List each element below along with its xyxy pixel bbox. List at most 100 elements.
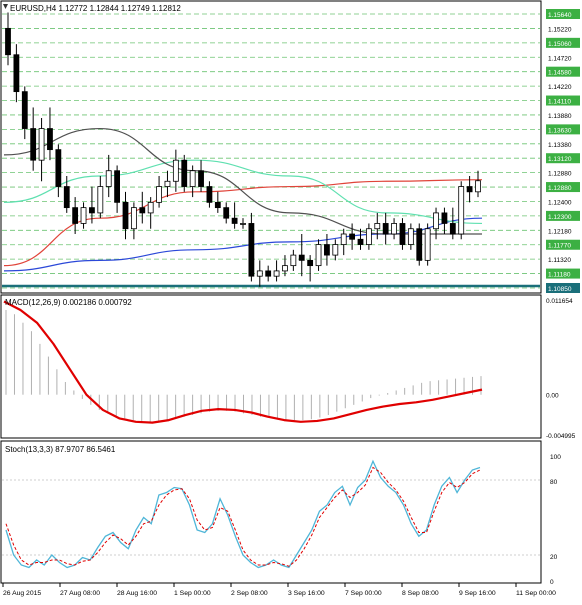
price-axis-label: 1.11770 (548, 243, 571, 250)
candle-body (357, 238, 364, 245)
price-axis-label: 1.14580 (548, 70, 572, 77)
candle-body (365, 228, 372, 245)
candle-body (189, 170, 196, 187)
candle-body (5, 27, 11, 56)
candle-body (349, 233, 356, 240)
price-axis-label: 1.10850 (548, 286, 572, 293)
candle-body (240, 223, 246, 225)
price-label-box (546, 124, 580, 135)
candle-body (273, 270, 280, 277)
price-axis-label: 1.12400 (548, 199, 572, 206)
candle-body (231, 217, 238, 224)
price-label-box (546, 95, 580, 106)
time-axis-label: 26 Aug 2015 (3, 590, 41, 597)
candle-body (374, 223, 381, 230)
price-label-box (546, 37, 580, 48)
price-label-box (546, 239, 580, 250)
candle-body (172, 159, 179, 182)
price-label-box (546, 210, 580, 221)
macd-panel[interactable] (0, 294, 542, 439)
candle-body (156, 186, 162, 203)
candle-body (80, 207, 87, 224)
price-axis-label: 1.15220 (548, 26, 572, 33)
price-label-box (546, 182, 580, 193)
candle-body (105, 170, 112, 187)
price-axis-label: 1.14720 (548, 55, 572, 62)
time-axis-label: 9 Sep 16:00 (459, 590, 496, 597)
price-axis-label: 1.15640 (548, 12, 572, 19)
price-axis-label: 1.13630 (548, 127, 572, 134)
candle-body (282, 265, 288, 272)
time-axis-label: 27 Aug 08:00 (60, 590, 100, 597)
price-label-box (546, 268, 580, 279)
macd-signal-line (3, 300, 483, 424)
candle-body (72, 207, 79, 224)
candle-body (206, 186, 213, 203)
candle-body (265, 270, 272, 277)
candle-body (399, 223, 406, 245)
candle-body (181, 159, 188, 187)
candle-body (214, 201, 221, 209)
time-axis-label: 1 Sep 00:00 (174, 590, 211, 597)
candle-body (407, 228, 414, 245)
stochastic-indicator (2, 459, 540, 569)
candle-body (139, 207, 146, 214)
candle-body (97, 186, 104, 214)
stoch-axis-label: 100 (550, 454, 561, 461)
price-axis-label: 1.11320 (548, 257, 571, 264)
stoch-line (5, 459, 481, 569)
candle-body (458, 186, 465, 235)
candle-body (198, 170, 204, 187)
candle-body (332, 244, 339, 256)
time-axis-label: 2 Sep 08:00 (231, 590, 268, 597)
price-axis-label: 1.14220 (548, 84, 572, 91)
candle-body (466, 186, 473, 193)
time-axis-label: 28 Aug 16:00 (117, 590, 157, 597)
stoch-axis-label: 80 (550, 479, 558, 486)
macd-axis-label: -0.004995 (546, 433, 576, 440)
price-axis-label: 1.11180 (548, 272, 571, 279)
candle-body (424, 228, 431, 261)
candle-body (290, 254, 297, 267)
macd-axis-label: 0.011654 (546, 298, 573, 305)
stoch-line (5, 466, 481, 567)
candle-body (122, 201, 129, 230)
candle-body (147, 201, 154, 214)
candle-body (475, 180, 481, 193)
price-axis-label: 1.13120 (548, 156, 572, 163)
stoch-label: Stoch(13,3,3) 87.9707 86.5461 (5, 445, 116, 454)
candle-body (433, 212, 439, 230)
macd-indicator (3, 300, 483, 424)
time-axis-label: 3 Sep 16:00 (288, 590, 325, 597)
candle-body (21, 91, 28, 129)
price-axis-label: 1.12880 (548, 185, 572, 192)
symbol-header: EURUSD,H4 1.12772 1.12844 1.12749 1.1281… (10, 4, 181, 13)
candle-body (248, 223, 255, 277)
axes: 1.15640 1.15220 1.15060 1.14720 1.14580 1.142… (2, 9, 580, 597)
time-axis-label: 7 Sep 00:00 (345, 590, 382, 597)
candle-body (382, 223, 389, 235)
moving-average-line (3, 179, 483, 267)
price-axis-label: 1.15060 (548, 41, 572, 48)
price-panel[interactable] (0, 0, 542, 294)
candle-body (130, 207, 137, 230)
stoch-axis-label: 20 (550, 554, 558, 561)
candle-body (55, 149, 62, 187)
stoch-axis-label: 0 (550, 579, 554, 586)
candle-body (340, 233, 347, 245)
macd-axis-label: 0.00 (546, 393, 559, 400)
candle-body (47, 128, 53, 151)
candle-body (307, 259, 314, 267)
expand-arrow-icon[interactable] (3, 4, 8, 9)
candle-body (13, 54, 20, 93)
moving-average-line (3, 159, 483, 225)
candle-body (223, 207, 230, 219)
candle-body (256, 270, 263, 277)
price-axis-label: 1.13380 (548, 142, 572, 149)
candle-body (30, 128, 37, 161)
candlesticks (5, 12, 481, 287)
stoch-panel[interactable] (0, 440, 542, 584)
candle-body (441, 212, 448, 224)
